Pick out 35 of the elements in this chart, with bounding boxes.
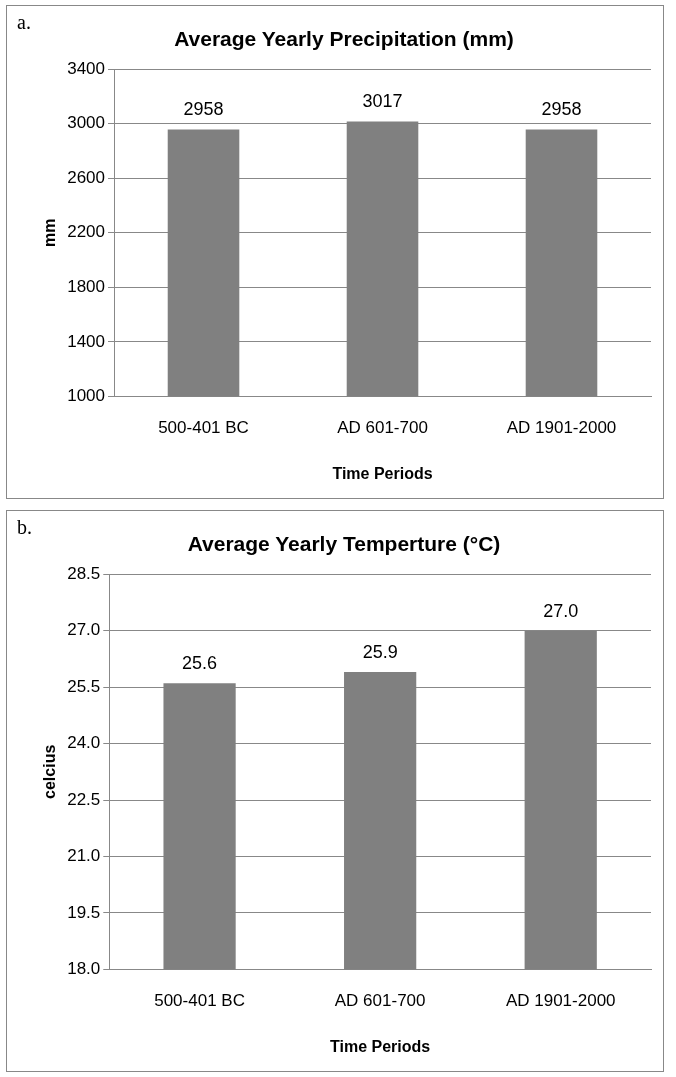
x-tick-label: AD 601-700 (334, 991, 426, 1011)
data-label: 2958 (541, 99, 582, 120)
y-tick-label: 2200 (67, 222, 106, 242)
data-label: 25.9 (362, 642, 398, 663)
data-label: 2958 (183, 99, 224, 120)
chart-title: Average Yearly Precipitation (mm) (174, 27, 514, 51)
x-tick-label: AD 601-700 (337, 418, 428, 438)
data-label: 25.6 (182, 653, 218, 674)
x-tick-label: AD 1901-2000 (506, 418, 617, 438)
y-tick-label: 1800 (67, 277, 106, 297)
y-axis-title: celcius (41, 744, 59, 799)
y-tick-label: 24.0 (67, 733, 101, 753)
x-axis-title: Time Periods (332, 464, 433, 482)
x-axis-title: Time Periods (330, 1037, 431, 1055)
x-tick-label: AD 1901-2000 (505, 991, 616, 1011)
y-tick-label: 18.0 (67, 959, 101, 979)
x-tick-label: 500-401 BC (158, 418, 249, 438)
y-tick-label: 28.5 (67, 563, 101, 583)
y-tick-label: 3400 (67, 58, 106, 78)
y-tick-label: 3000 (67, 113, 106, 133)
chart-title: Average Yearly Temperture (°C) (187, 532, 501, 556)
y-tick-label: 1400 (67, 331, 106, 351)
y-tick-label: 1000 (67, 386, 106, 406)
y-tick-label: 25.5 (67, 676, 101, 696)
y-axis-title: mm (41, 218, 59, 248)
y-tick-label: 19.5 (67, 902, 101, 922)
data-label: 3017 (362, 91, 403, 112)
y-tick-label: 21.0 (67, 846, 101, 866)
x-tick-label: 500-401 BC (154, 991, 245, 1011)
text: a. (17, 11, 31, 34)
y-tick-label: 27.0 (67, 620, 101, 640)
y-tick-label: 22.5 (67, 789, 101, 809)
y-tick-label: 2600 (67, 167, 106, 187)
data-label: 27.0 (543, 600, 579, 621)
text: b. (17, 516, 32, 539)
